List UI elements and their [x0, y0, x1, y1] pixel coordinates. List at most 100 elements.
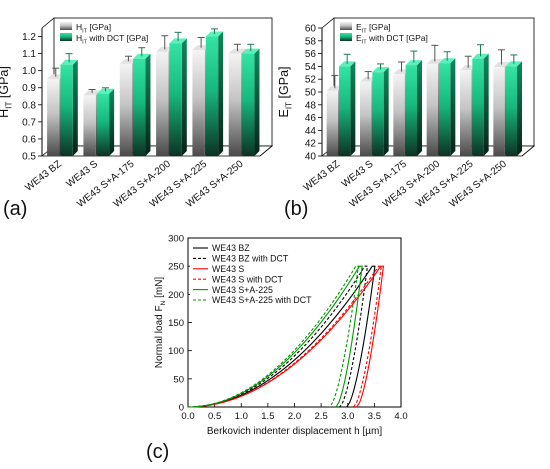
modulus-y-tick-label: 40: [305, 152, 317, 163]
load-y-tick-label: 250: [168, 262, 184, 273]
modulus-category-label: WE43 S+A-175: [348, 158, 410, 210]
hardness-bar-side: [218, 31, 224, 156]
hardness-y-tick-label: 0.9: [22, 83, 36, 94]
hardness-top-edge: [41, 17, 55, 29]
modulus-y-axis-label: EIT [GPa]: [277, 67, 294, 118]
hardness-bar-dct: [169, 43, 182, 156]
modulus-bar-side: [517, 61, 522, 156]
load-x-tick-label: 0.5: [208, 411, 221, 422]
modulus-category-label: WE43 BZ: [302, 159, 342, 194]
load-curve-5: [187, 265, 360, 408]
hardness-bar-side: [181, 38, 187, 156]
hardness-bar-side: [72, 59, 78, 157]
modulus-bar-base: [493, 67, 505, 156]
load-x-tick-label: 3.5: [368, 411, 381, 422]
hardness-bar-dct: [205, 36, 219, 156]
hardness-y-tick-label: 1.1: [22, 49, 36, 60]
panel-label-b: (b): [284, 198, 308, 220]
hardness-bar-side: [145, 53, 151, 156]
modulus-category-label: WE43 S+A-225: [414, 158, 476, 210]
modulus-bar-dct: [339, 66, 351, 156]
modulus-y-tick-label: 42: [305, 139, 317, 150]
modulus-bar-dct: [505, 66, 517, 156]
hardness-bar-top: [60, 59, 78, 65]
load-x-axis-label: Berkovich indenter displacement h [µm]: [207, 426, 383, 437]
load-legend-label: WE43 S: [212, 264, 244, 274]
load-y-axis-label: Normal load FN [mN]: [154, 277, 167, 369]
modulus-y-tick-label: 58: [305, 36, 317, 47]
modulus-bar-base: [326, 90, 338, 156]
modulus-category-label: WE43 S+A-250: [448, 158, 510, 210]
hardness-y-axis-label: HIT [GPa]: [0, 66, 14, 118]
modulus-y-tick-label: 52: [305, 75, 317, 86]
load-x-tick-label: 4.0: [394, 411, 407, 422]
load-legend-box: [190, 241, 312, 307]
modulus-bar-side: [417, 60, 422, 157]
modulus-y-tick-label: 54: [305, 62, 317, 73]
modulus-legend-label: EIT [GPa]: [356, 22, 391, 34]
hardness-bar-base: [47, 79, 60, 156]
hardness-bar-dct: [60, 64, 73, 156]
hardness-bar-dct: [242, 53, 255, 156]
modulus-top-edge: [321, 17, 335, 29]
modulus-bar-side: [450, 58, 456, 157]
load-x-tick-label: 0.0: [181, 411, 194, 422]
hardness-legend-swatch: [60, 33, 72, 41]
hardness-bar-dct: [133, 58, 146, 156]
hardness-bar-side: [254, 48, 260, 156]
load-y-tick-label: 200: [168, 290, 184, 301]
modulus-bar-side: [483, 53, 489, 156]
hardness-bar-base: [119, 63, 133, 157]
load-curve-2: [187, 265, 385, 408]
load-curve-0: [187, 265, 376, 408]
load-legend-label: WE43 S with DCT: [212, 274, 284, 284]
modulus-bar-side: [383, 67, 389, 156]
modulus-legend: EIT [GPa]EIT with DCT [GPa]: [340, 22, 428, 45]
panel-a-hardness-chart: 0.5 0.6 0.7 0.8 0.9 1.0 1.1 1.2 HIT [GPa] WE43 BZ…: [0, 17, 274, 210]
hardness-legend-label: HIT [GPa]: [76, 22, 111, 34]
modulus-y-tick-label: 48: [305, 100, 317, 111]
modulus-bar-dct: [439, 63, 451, 157]
load-x-tick-label: 2.0: [288, 411, 301, 422]
load-x-tick-label: 1.0: [235, 411, 248, 422]
hardness-legend-swatch: [60, 22, 72, 30]
modulus-bar-top: [405, 60, 422, 66]
load-x-tick-label: 3.0: [341, 411, 354, 422]
hardness-bar-base: [192, 50, 205, 156]
hardness-y-tick-label: 0.5: [22, 152, 36, 163]
hardness-y-tick-label: 0.7: [22, 117, 36, 128]
load-legend-label: WE43 BZ: [212, 243, 250, 253]
hardness-bar-base: [83, 95, 96, 156]
modulus-legend-swatch: [340, 33, 352, 41]
modulus-y-tick-label: 44: [305, 126, 317, 137]
modulus-bar-dct: [472, 58, 484, 156]
panel-label-c: (c): [146, 441, 169, 463]
hardness-bar-base: [228, 53, 242, 156]
load-legend-label: WE43 S+A-225 with DCT: [212, 295, 312, 305]
hardness-bar-base: [156, 51, 169, 156]
hardness-bar-side: [109, 88, 115, 156]
modulus-bar-base: [393, 74, 405, 156]
hardness-right-edge: [259, 145, 273, 157]
load-curve-3: [187, 265, 382, 408]
hardness-legend-label: HIT with DCT [GPa]: [76, 33, 148, 45]
panel-label-a: (a): [3, 198, 27, 220]
modulus-right-edge: [521, 145, 535, 157]
hardness-category-label: WE43 BZ: [23, 159, 63, 194]
hardness-y-tick-label: 1.2: [22, 32, 36, 43]
modulus-y-tick-label: 50: [305, 88, 317, 99]
modulus-bar-side: [350, 61, 356, 156]
hardness-y-tick-label: 0.8: [22, 100, 36, 111]
hardness-y-tick-label: 1.0: [22, 66, 36, 77]
panel-c-load-displacement-chart: 0.0 0.5 1.0 1.5 2.0 2.5 3.0 3.5 4.0 0 50 100 150 200 2…: [154, 234, 408, 438]
load-legend-label: WE43 BZ with DCT: [212, 254, 289, 264]
hardness-legend: HIT [GPa]HIT with DCT [GPa]: [60, 22, 148, 45]
modulus-bar-base: [460, 70, 472, 156]
load-x-tick-label: 1.5: [261, 411, 274, 422]
load-y-tick-label: 50: [173, 374, 184, 385]
load-x-tick-label: 2.5: [315, 411, 328, 422]
modulus-legend-label: EIT with DCT [GPa]: [356, 33, 428, 45]
